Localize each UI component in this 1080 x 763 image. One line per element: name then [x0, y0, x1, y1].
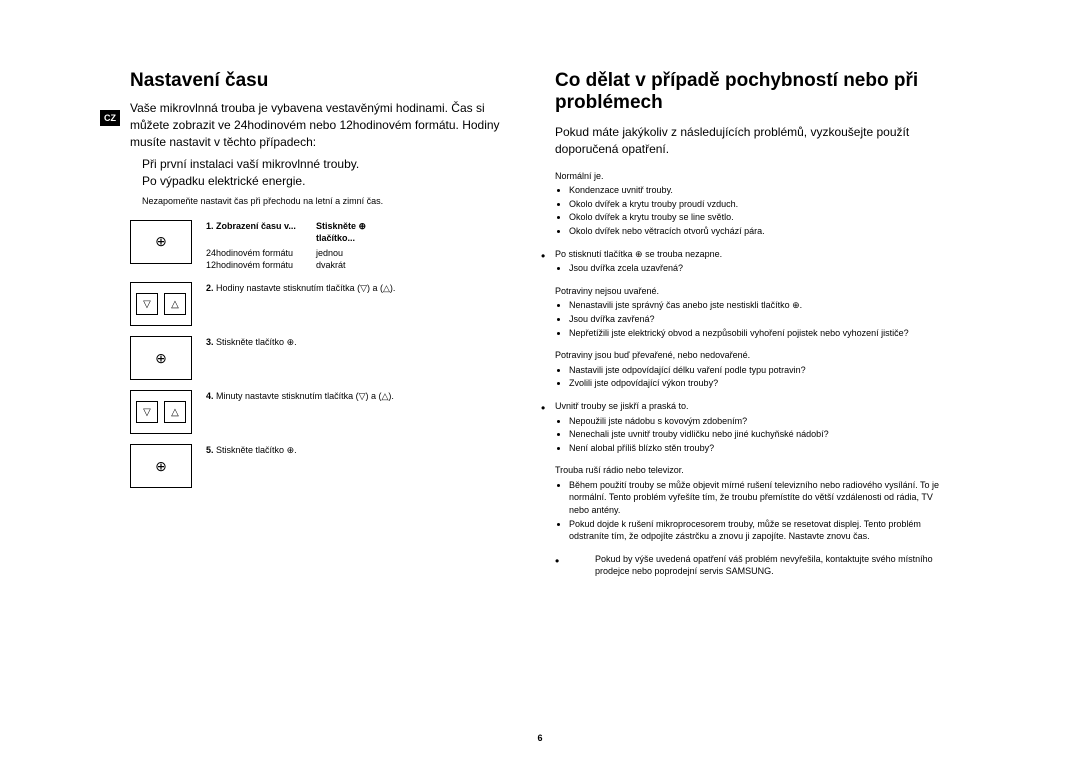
diagram-arrows-icon: ▽△: [130, 390, 192, 434]
right-column: Co dělat v případě pochybností nebo při …: [555, 70, 950, 578]
right-intro: Pokud máte jakýkoliv z následujících pro…: [555, 124, 950, 158]
step4-text: Minuty nastavte stisknutím tlačítka (▽) …: [216, 391, 394, 401]
problem-item: Nenastavili jste správný čas anebo jste …: [569, 299, 950, 312]
step5-num: 5.: [206, 445, 214, 455]
left-title: Nastavení času: [130, 70, 525, 92]
step1-header1: Zobrazení času v...: [216, 221, 296, 231]
problem-title: Po stisknutí tlačítka ⊕ se trouba nezapn…: [555, 248, 950, 261]
problem-title: Uvnitř trouby se jiskří a praská to.: [555, 400, 950, 413]
problem-title: Normální je.: [555, 170, 950, 183]
problem-item: Pokud dojde k rušení mikroprocesorem tro…: [569, 518, 950, 543]
left-intro: Vaše mikrovlnná trouba je vybavena vesta…: [130, 100, 525, 150]
problem-item: Zvolili jste odpovídající výkon trouby?: [569, 377, 950, 390]
step1-header2: Stiskněte ⊕ tlačítko...: [316, 221, 366, 244]
problem-item: Během použití trouby se může objevit mír…: [569, 479, 950, 517]
right-title: Co dělat v případě pochybností nebo při …: [555, 70, 950, 114]
problem-item: Okolo dvířek a krytu trouby proudí vzduc…: [569, 198, 950, 211]
problems-container: Normální je.Kondenzace uvnitř trouby.Oko…: [555, 170, 950, 543]
point-1: Při první instalaci vaší mikrovlnné trou…: [142, 156, 525, 173]
country-badge: CZ: [100, 110, 120, 126]
problem-block: •Po stisknutí tlačítka ⊕ se trouba nezap…: [555, 248, 950, 275]
left-points: Při první instalaci vaší mikrovlnné trou…: [142, 156, 525, 190]
problem-item: Nepřetížili jste elektrický obvod a nezp…: [569, 327, 950, 340]
final-note: • Pokud by výše uvedená opatření váš pro…: [595, 553, 950, 578]
problem-item: Okolo dvířek nebo větracích otvorů vychá…: [569, 225, 950, 238]
step3-text: Stiskněte tlačítko ⊕.: [216, 337, 297, 347]
step1-row1a: 24hodinovém formátu: [206, 247, 316, 260]
step4-num: 4.: [206, 391, 214, 401]
step1-row2b: dvakrát: [316, 259, 406, 272]
problem-block: •Uvnitř trouby se jiskří a praská to.Nep…: [555, 400, 950, 454]
step-2: ▽△ 2. Hodiny nastavte stisknutím tlačítk…: [130, 282, 525, 326]
diagram-clock-icon: ⊕: [130, 444, 192, 488]
problem-title: Trouba ruší rádio nebo televizor.: [555, 464, 950, 477]
step-1: ⊕ 1. Zobrazení času v... Stiskněte ⊕ tla…: [130, 220, 525, 272]
step3-num: 3.: [206, 337, 214, 347]
problem-item: Nastavili jste odpovídající délku vaření…: [569, 364, 950, 377]
step1-row1b: jednou: [316, 247, 406, 260]
problem-block: Potraviny jsou buď převařené, nebo nedov…: [555, 349, 950, 390]
problem-item: Nenechali jste uvnitř trouby vidličku ne…: [569, 428, 950, 441]
left-column: CZ Nastavení času Vaše mikrovlnná trouba…: [130, 70, 525, 578]
step2-num: 2.: [206, 283, 214, 293]
problem-block: Trouba ruší rádio nebo televizor. Během p…: [555, 464, 950, 543]
problem-item: Jsou dvířka zcela uzavřená?: [569, 262, 950, 275]
diagram-clock-icon: ⊕: [130, 336, 192, 380]
step2-text: Hodiny nastavte stisknutím tlačítka (▽) …: [216, 283, 395, 293]
diagram-arrows-icon: ▽△: [130, 282, 192, 326]
problem-item: Kondenzace uvnitř trouby.: [569, 184, 950, 197]
step5-text: Stiskněte tlačítko ⊕.: [216, 445, 297, 455]
step-3: ⊕ 3. Stiskněte tlačítko ⊕.: [130, 336, 525, 380]
step1-row2a: 12hodinovém formátu: [206, 259, 316, 272]
page-number: 6: [537, 733, 542, 743]
problem-title: Potraviny nejsou uvařené.: [555, 285, 950, 298]
step-5: ⊕ 5. Stiskněte tlačítko ⊕.: [130, 444, 525, 488]
step-4: ▽△ 4. Minuty nastavte stisknutím tlačítk…: [130, 390, 525, 434]
problem-item: Okolo dvířek a krytu trouby se line svět…: [569, 211, 950, 224]
problem-title: Potraviny jsou buď převařené, nebo nedov…: [555, 349, 950, 362]
problem-block: Normální je.Kondenzace uvnitř trouby.Oko…: [555, 170, 950, 238]
step1-num: 1.: [206, 221, 214, 231]
problem-item: Není alobal příliš blízko stěn trouby?: [569, 442, 950, 455]
diagram-clock-icon: ⊕: [130, 220, 192, 264]
point-2: Po výpadku elektrické energie.: [142, 173, 525, 190]
problem-item: Jsou dvířka zavřená?: [569, 313, 950, 326]
left-note: Nezapomeňte nastavit čas při přechodu na…: [142, 196, 525, 208]
final-note-text: Pokud by výše uvedená opatření váš probl…: [595, 554, 933, 577]
problem-block: Potraviny nejsou uvařené.Nenastavili jst…: [555, 285, 950, 339]
problem-item: Nepoužili jste nádobu s kovovým zdobením…: [569, 415, 950, 428]
